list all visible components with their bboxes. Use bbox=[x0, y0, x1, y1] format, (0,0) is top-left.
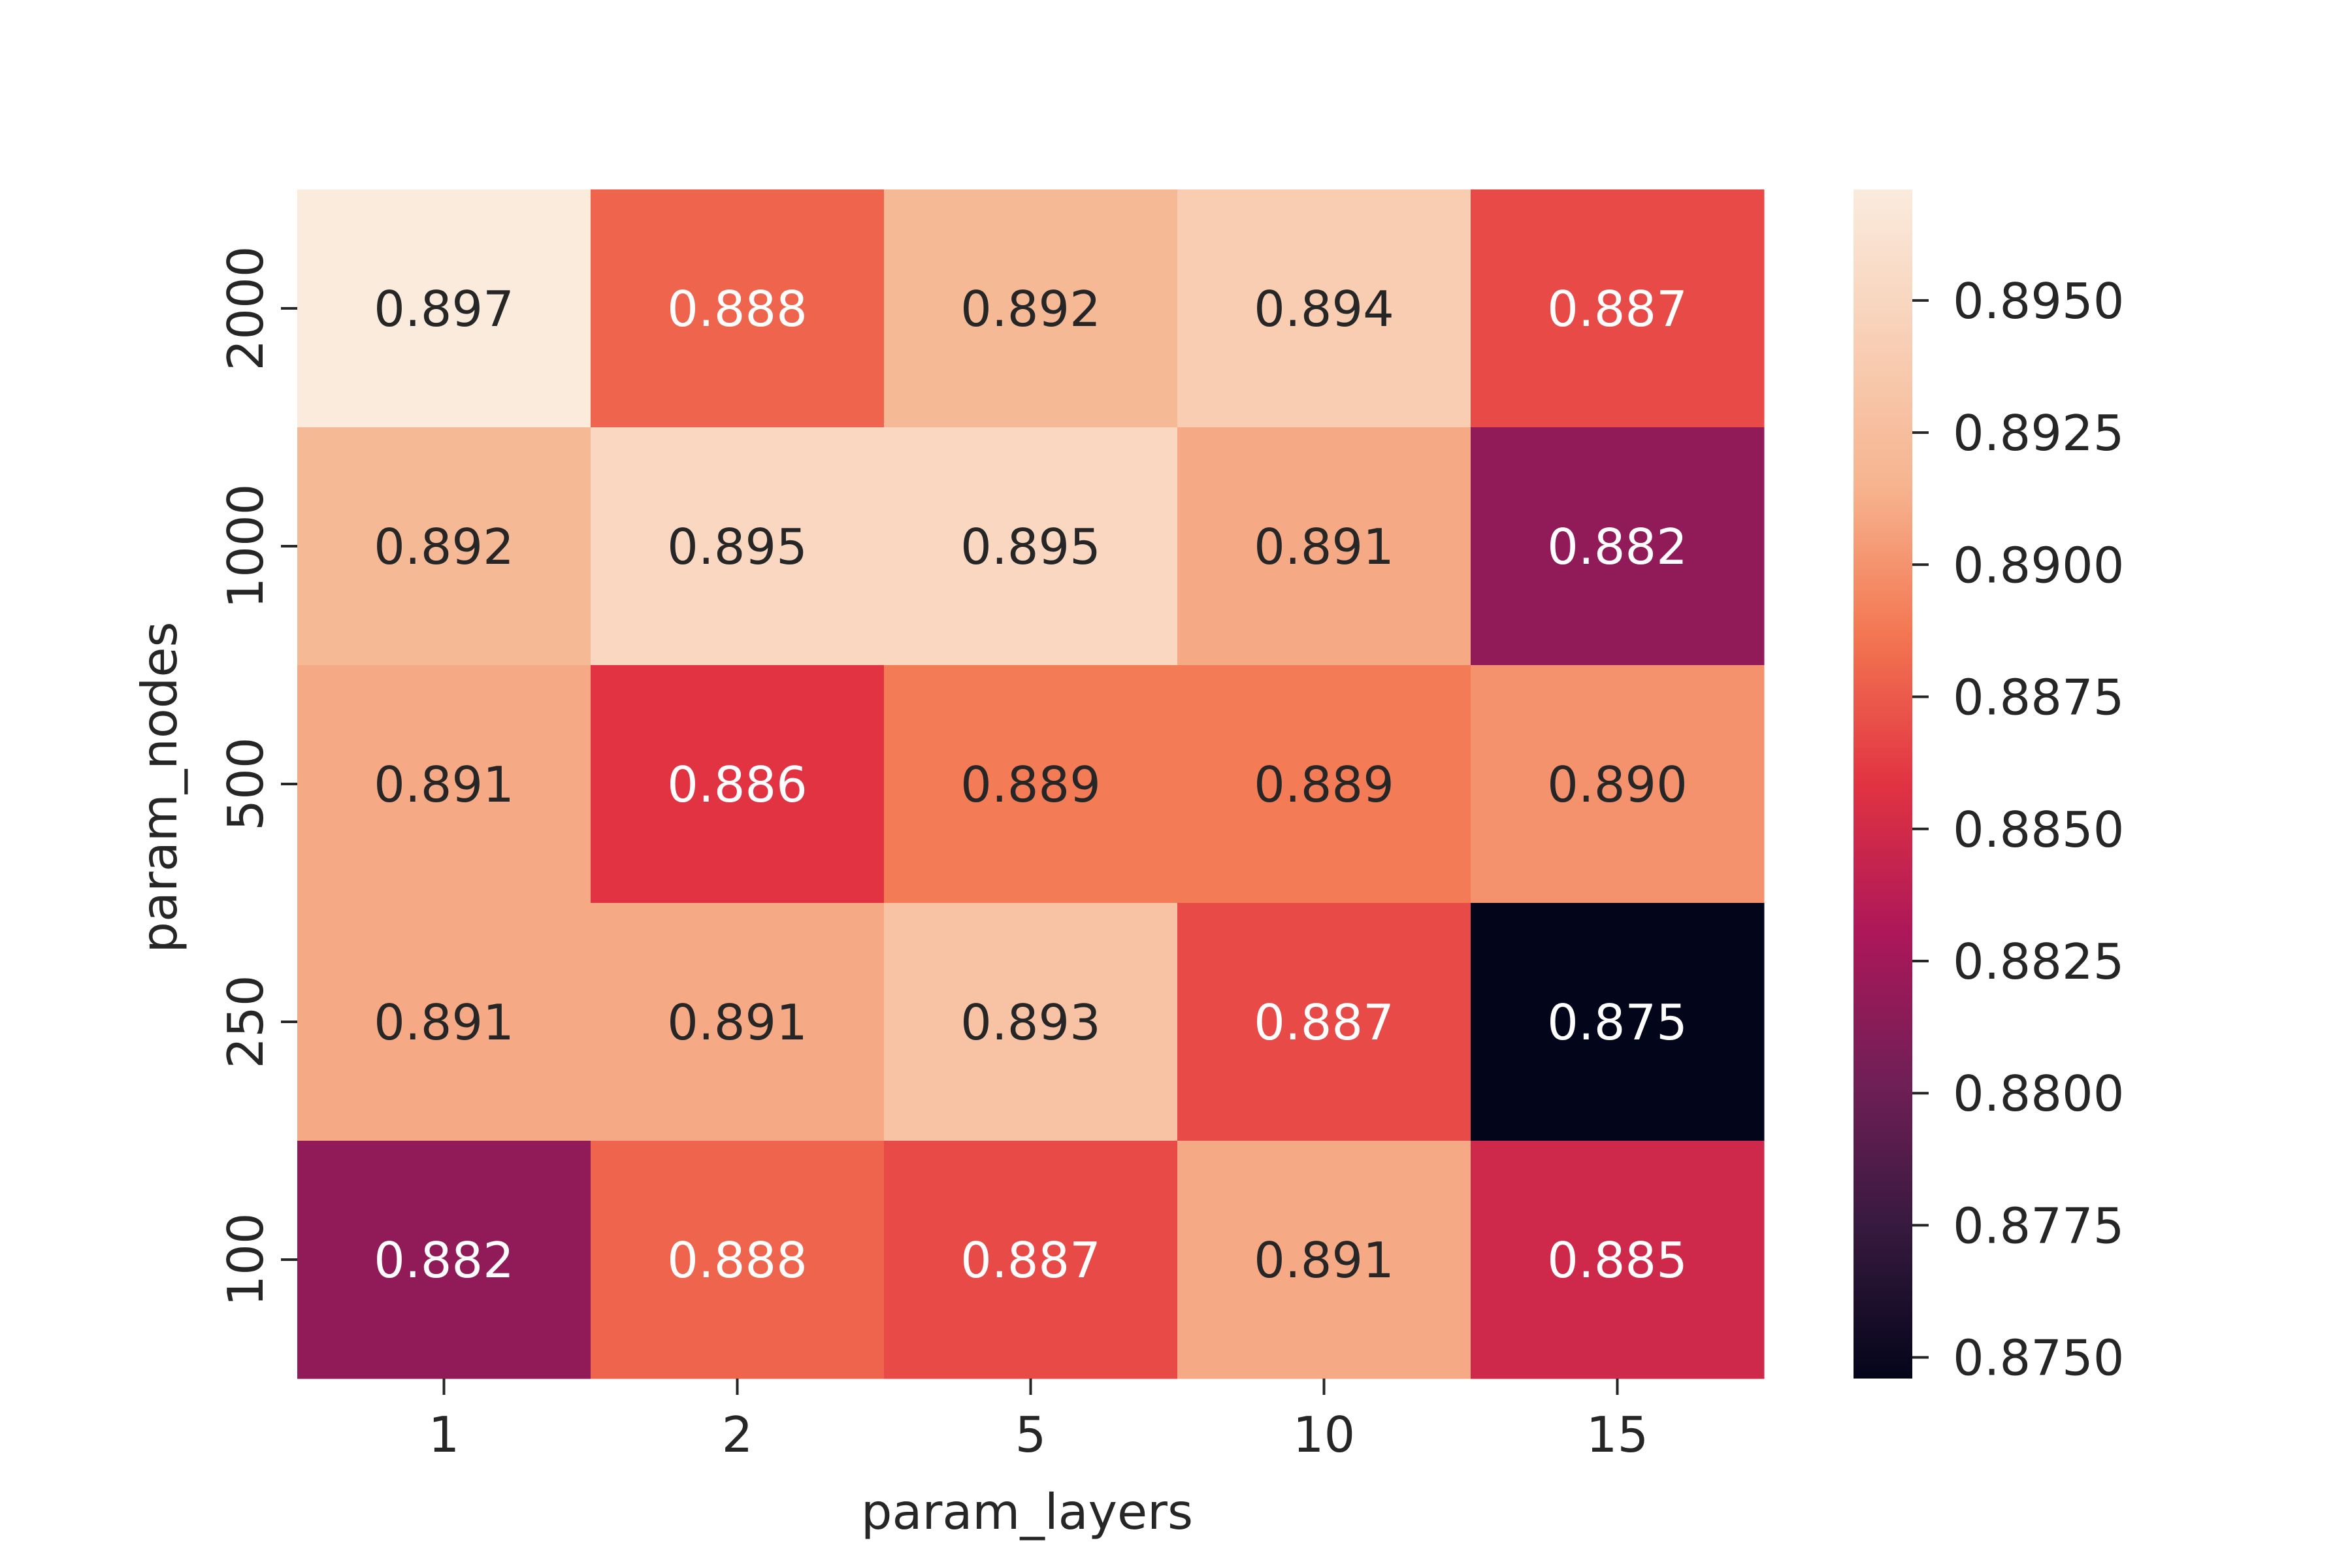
heatmap-cell bbox=[591, 665, 885, 904]
colorbar-ticks: 0.8750 0.8775 0.8800 0.8825 0.8850 0.8875 0.89… bbox=[1912, 272, 2124, 1387]
cell-annotation: 0.894 bbox=[1254, 280, 1394, 338]
colorbar-tick-label: 0.8750 bbox=[1953, 1330, 2124, 1387]
cell-annotation: 0.895 bbox=[960, 518, 1101, 576]
cell-annotation: 0.882 bbox=[374, 1232, 514, 1289]
y-tick-label: 250 bbox=[217, 975, 274, 1068]
heatmap-cell bbox=[297, 665, 591, 904]
x-tick-label: 10 bbox=[1293, 1406, 1355, 1463]
heatmap-cell bbox=[297, 189, 591, 428]
cell-annotation: 0.887 bbox=[1547, 280, 1688, 338]
x-axis: 1 2 5 10 15 bbox=[429, 1379, 1648, 1463]
cell-annotation: 0.886 bbox=[667, 756, 808, 813]
cell-annotation: 0.889 bbox=[1254, 756, 1394, 813]
heatmap-cell bbox=[1471, 427, 1765, 666]
x-axis-label: param_layers bbox=[861, 1483, 1193, 1541]
cell-annotation: 0.885 bbox=[1547, 1232, 1688, 1289]
heatmap-cell bbox=[1177, 1141, 1471, 1379]
cell-annotation: 0.893 bbox=[960, 994, 1101, 1051]
heatmap-cell bbox=[1471, 189, 1765, 428]
colorbar-tick-label: 0.8850 bbox=[1953, 801, 2124, 858]
heatmap-cell bbox=[1177, 665, 1471, 904]
cell-annotation: 0.891 bbox=[374, 756, 514, 813]
heatmap-cells bbox=[297, 189, 1765, 1379]
y-tick-label: 500 bbox=[217, 737, 274, 830]
heatmap-cell bbox=[884, 903, 1178, 1141]
colorbar bbox=[1854, 189, 1912, 1379]
heatmap-cell bbox=[884, 665, 1178, 904]
cell-annotation: 0.892 bbox=[960, 280, 1101, 338]
cell-annotation: 0.888 bbox=[667, 280, 808, 338]
heatmap-cell bbox=[1177, 189, 1471, 428]
x-tick-label: 1 bbox=[429, 1406, 460, 1463]
heatmap-cell bbox=[591, 903, 885, 1141]
colorbar-tick-label: 0.8925 bbox=[1953, 404, 2124, 462]
cell-annotation: 0.897 bbox=[374, 280, 514, 338]
y-tick-label: 1000 bbox=[217, 484, 274, 609]
heatmap-cell bbox=[591, 1141, 885, 1379]
cell-annotation: 0.892 bbox=[374, 518, 514, 576]
heatmap-cell bbox=[1471, 903, 1765, 1141]
colorbar-tick-label: 0.8950 bbox=[1953, 272, 2124, 330]
heatmap-cell bbox=[1471, 1141, 1765, 1379]
cell-annotation: 0.891 bbox=[374, 994, 514, 1051]
y-axis-label: param_nodes bbox=[131, 621, 188, 953]
y-tick-label: 2000 bbox=[217, 246, 274, 371]
heatmap-cell bbox=[297, 427, 591, 666]
y-tick-label: 100 bbox=[217, 1213, 274, 1306]
cell-annotation: 0.889 bbox=[960, 756, 1101, 813]
cell-annotations: 0.897 0.888 0.892 0.894 0.887 0.892 0.895 0.895… bbox=[374, 280, 1688, 1289]
x-tick-label: 15 bbox=[1586, 1406, 1648, 1463]
cell-annotation: 0.891 bbox=[1254, 518, 1394, 576]
cell-annotation: 0.887 bbox=[960, 1232, 1101, 1289]
heatmap-cell bbox=[297, 903, 591, 1141]
cell-annotation: 0.888 bbox=[667, 1232, 808, 1289]
colorbar-tick-label: 0.8775 bbox=[1953, 1197, 2124, 1254]
heatmap-cell bbox=[884, 1141, 1178, 1379]
heatmap-cell bbox=[591, 427, 885, 666]
colorbar-gradient bbox=[1854, 189, 1912, 1379]
colorbar-tick-label: 0.8900 bbox=[1953, 536, 2124, 594]
x-tick-label: 2 bbox=[722, 1406, 753, 1463]
heatmap-cell bbox=[1177, 427, 1471, 666]
y-axis: 2000 1000 500 250 100 bbox=[217, 246, 297, 1307]
x-tick-label: 5 bbox=[1015, 1406, 1047, 1463]
cell-annotation: 0.882 bbox=[1547, 518, 1688, 576]
colorbar-tick-label: 0.8800 bbox=[1953, 1065, 2124, 1122]
cell-annotation: 0.891 bbox=[667, 994, 808, 1051]
heatmap-cell bbox=[591, 189, 885, 428]
cell-annotation: 0.875 bbox=[1547, 994, 1688, 1051]
cell-annotation: 0.895 bbox=[667, 518, 808, 576]
heatmap-cell bbox=[297, 1141, 591, 1379]
heatmap-cell bbox=[884, 189, 1178, 428]
cell-annotation: 0.890 bbox=[1547, 756, 1688, 813]
colorbar-tick-label: 0.8875 bbox=[1953, 669, 2124, 727]
heatmap-cell bbox=[1471, 665, 1765, 904]
heatmap-cell bbox=[1177, 903, 1471, 1141]
cell-annotation: 0.887 bbox=[1254, 994, 1394, 1051]
cell-annotation: 0.891 bbox=[1254, 1232, 1394, 1289]
colorbar-tick-label: 0.8825 bbox=[1953, 933, 2124, 990]
heatmap-cell bbox=[884, 427, 1178, 666]
